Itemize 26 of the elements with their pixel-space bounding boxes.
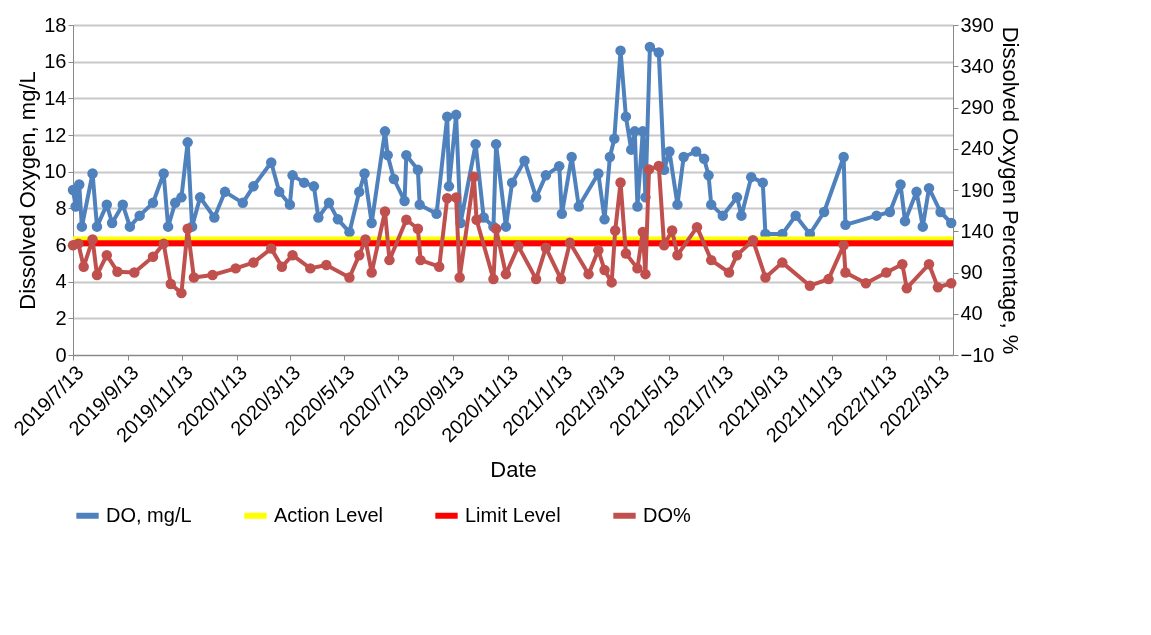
y-tick-label: 12 (44, 123, 67, 146)
y-tick-label: 18 (44, 13, 67, 36)
legend-label: DO% (643, 503, 691, 526)
y2-tick-label: 240 (960, 137, 994, 160)
y-tick-label: 10 (44, 160, 67, 183)
y-axis-title: Dissolved Oxygen, mg/L (15, 71, 41, 310)
legend-label: DO, mg/L (106, 503, 192, 526)
y2-tick-label: 290 (960, 96, 994, 118)
y-tick-label: 0 (55, 343, 67, 366)
y2-tick-label: 140 (960, 219, 994, 242)
y2-tick-label: 190 (960, 178, 994, 201)
y2-tick-label: 40 (960, 302, 983, 325)
y-tick-label: 2 (55, 306, 67, 329)
y2-tick-label: 390 (960, 13, 994, 36)
y-tick-label: 16 (44, 50, 67, 73)
y2-axis-title: Dissolved Oxygen Percentage, % (998, 26, 1024, 355)
y-tick-label: 6 (55, 233, 67, 256)
x-axis-title: Date (490, 457, 537, 483)
y-tick-label: 8 (55, 196, 67, 219)
legend-label: Limit Level (465, 503, 561, 526)
y2-tick-label: −10 (960, 343, 995, 366)
legend-label: Action Level (274, 503, 383, 526)
y-tick-label: 4 (55, 270, 67, 293)
y2-tick-label: 340 (960, 54, 994, 77)
y-tick-label: 14 (44, 86, 67, 109)
y2-tick-label: 90 (960, 261, 983, 283)
